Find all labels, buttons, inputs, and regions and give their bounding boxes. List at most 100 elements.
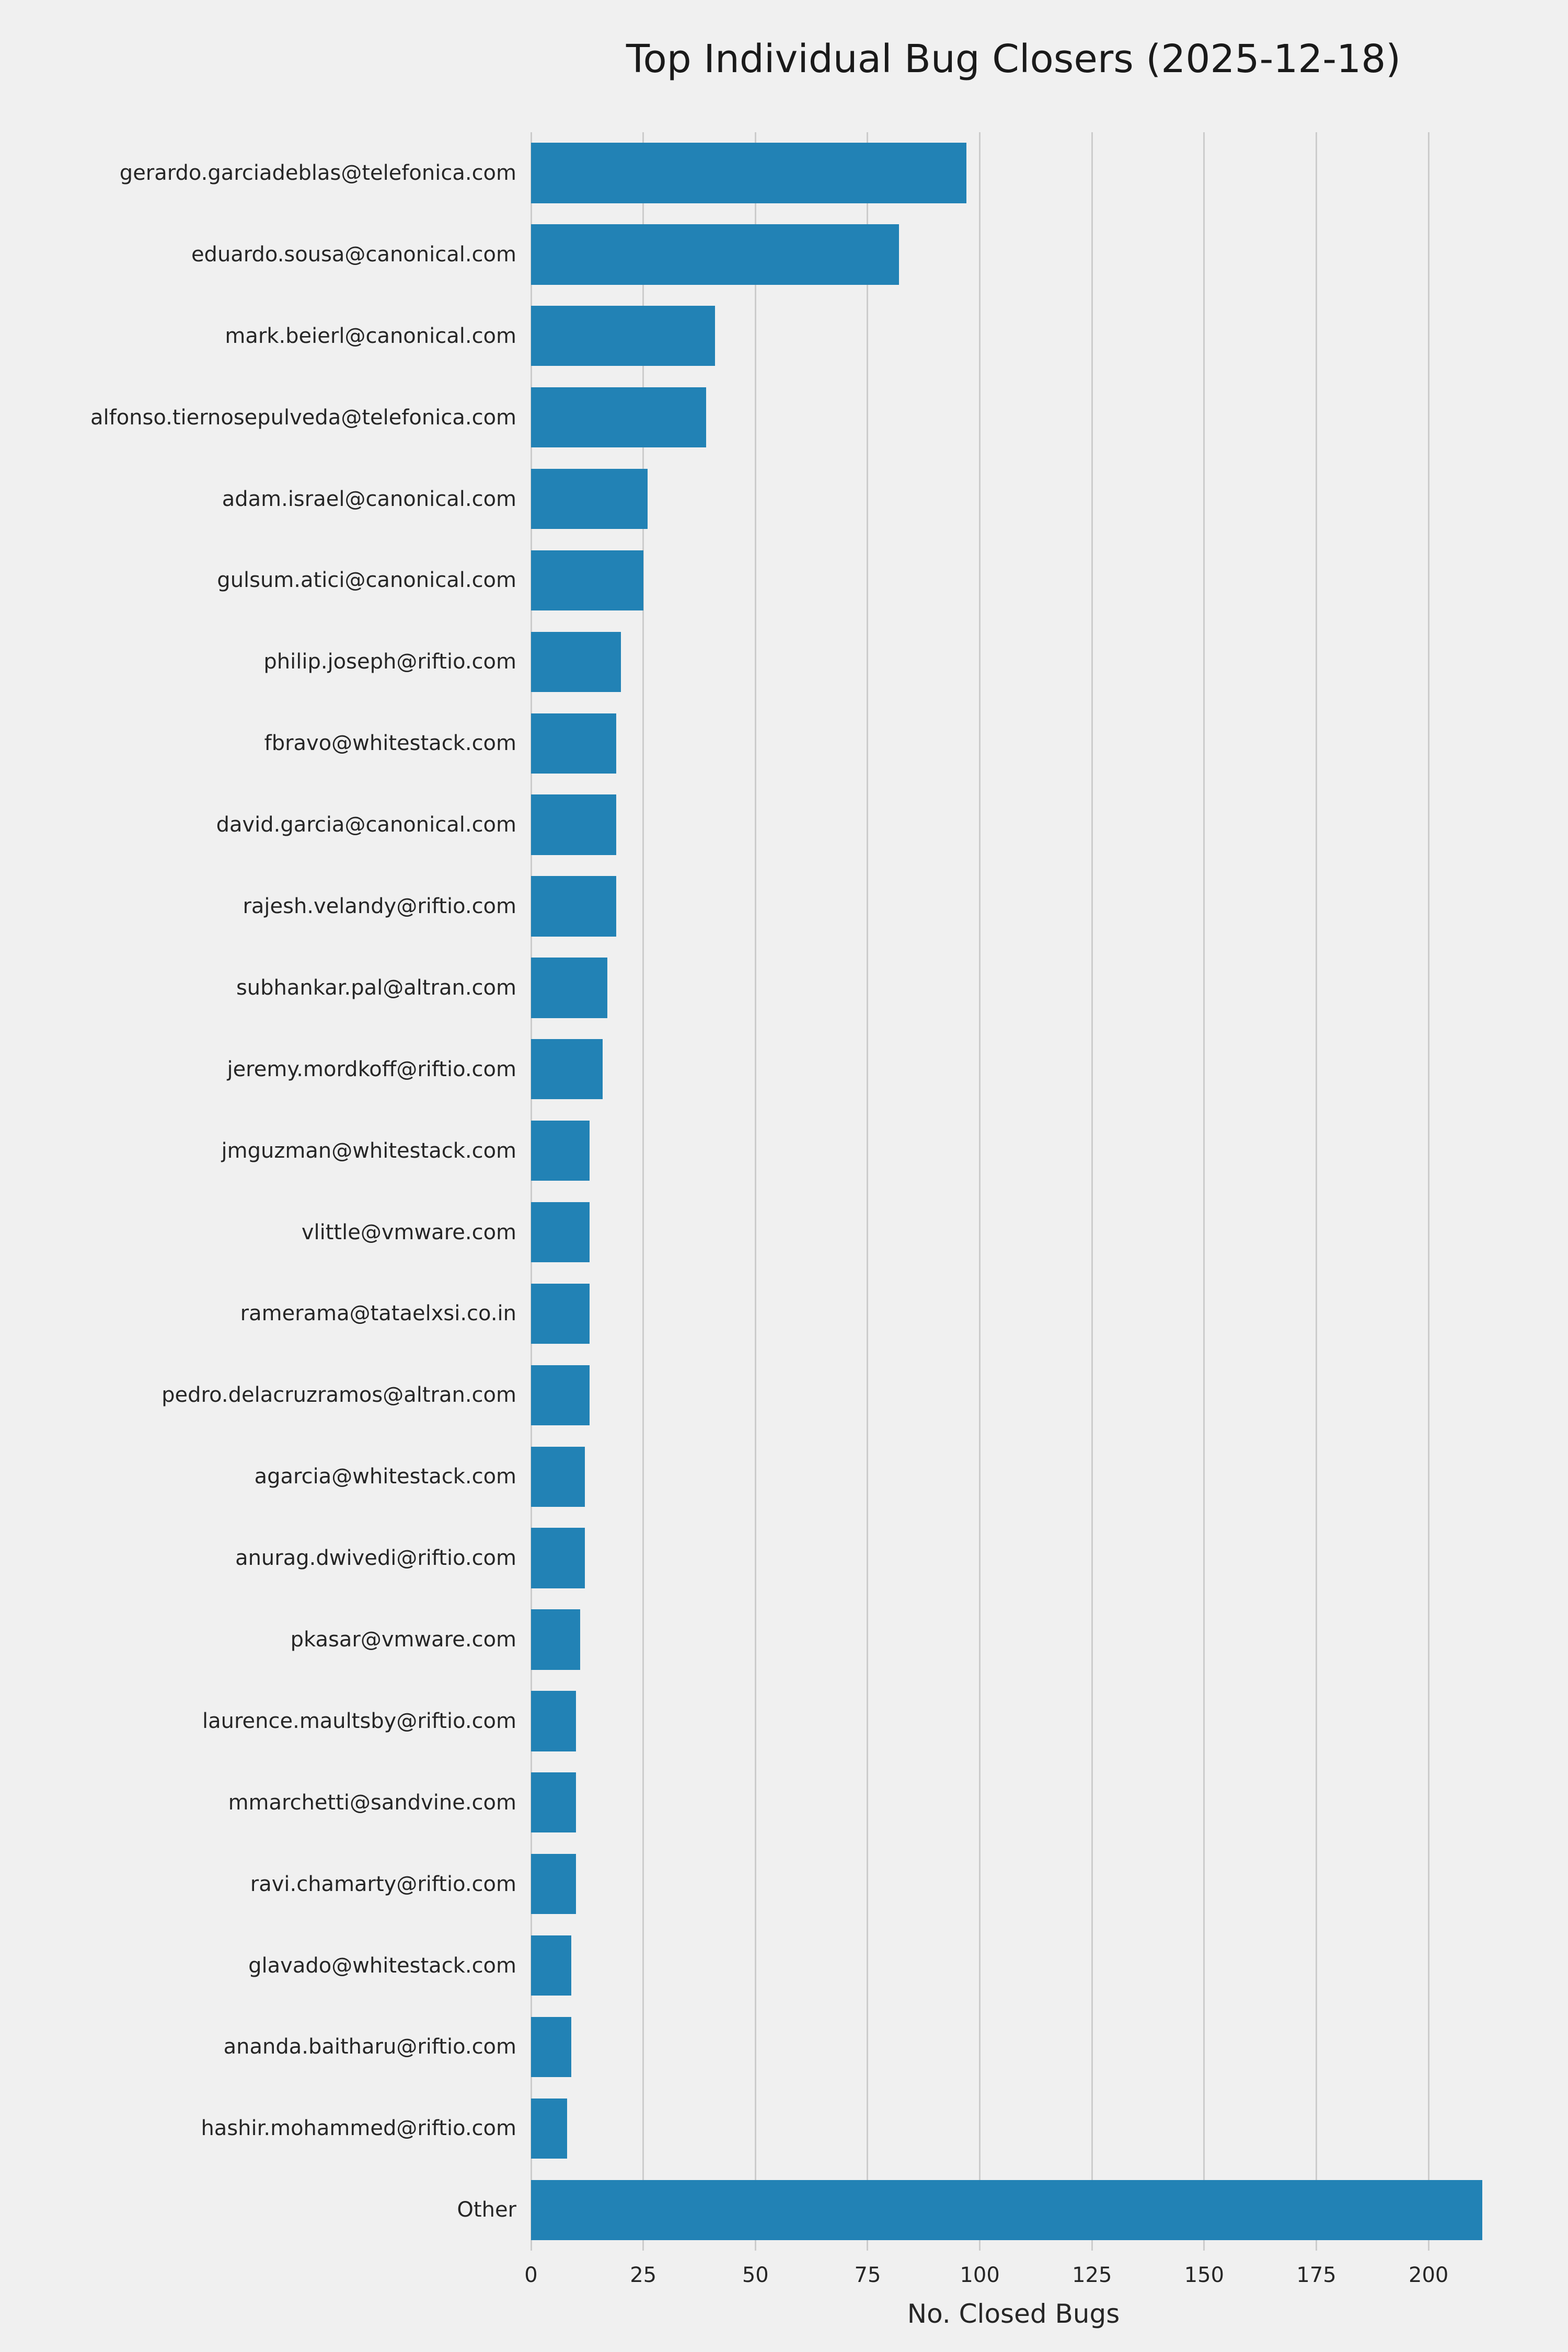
bar-row: pedro.delacruzramos@altran.com xyxy=(0,1354,1496,1436)
bar-label: david.garcia@canonical.com xyxy=(216,813,516,837)
x-axis-tick-label: 75 xyxy=(854,2263,881,2287)
bar-track xyxy=(531,377,1496,458)
bar-track xyxy=(531,295,1496,377)
bar xyxy=(531,143,966,203)
bar-label: fbravo@whitestack.com xyxy=(264,731,516,756)
bar-label: jmguzman@whitestack.com xyxy=(221,1138,516,1163)
bar-row: jmguzman@whitestack.com xyxy=(0,1110,1496,1192)
bar-label: rajesh.velandy@riftio.com xyxy=(243,894,516,918)
bar-row: gulsum.atici@canonical.com xyxy=(0,539,1496,621)
bar-label: anurag.dwivedi@riftio.com xyxy=(235,1546,516,1571)
bar-row: adam.israel@canonical.com xyxy=(0,458,1496,540)
x-axis-tick-label: 25 xyxy=(630,2263,657,2287)
bar-row: ananda.baitharu@riftio.com xyxy=(0,2006,1496,2088)
bar-track xyxy=(531,1680,1496,1762)
bar-label: alfonso.tiernosepulveda@telefonica.com xyxy=(90,405,516,430)
bar-track xyxy=(531,1029,1496,1110)
bar-row: ramerama@tataelxsi.co.in xyxy=(0,1273,1496,1354)
bar-row: rajesh.velandy@riftio.com xyxy=(0,866,1496,947)
bar-track xyxy=(531,866,1496,947)
bar-label: adam.israel@canonical.com xyxy=(222,487,516,511)
bar-track xyxy=(531,702,1496,784)
bar-row: pkasar@vmware.com xyxy=(0,1599,1496,1680)
bar-row: mark.beierl@canonical.com xyxy=(0,295,1496,377)
bar-rows: gerardo.garciadeblas@telefonica.com eduar… xyxy=(0,132,1496,2251)
bar-row: mmarchetti@sandvine.com xyxy=(0,1762,1496,1843)
x-axis-tick-label: 125 xyxy=(1072,2263,1112,2287)
bar-track xyxy=(531,2169,1496,2251)
bar-track xyxy=(531,784,1496,866)
gridline xyxy=(979,132,981,2251)
bar-label: ravi.chamarty@riftio.com xyxy=(250,1872,516,1896)
bar-track xyxy=(531,1599,1496,1680)
bar-track xyxy=(531,947,1496,1029)
bar-label: vlittle@vmware.com xyxy=(301,1220,516,1244)
chart-title: Top Individual Bug Closers (2025-12-18) xyxy=(626,37,1401,82)
bar xyxy=(531,713,617,774)
bar-track xyxy=(531,132,1496,214)
bar-label: laurence.maultsby@riftio.com xyxy=(202,1709,516,1733)
bar xyxy=(531,1039,603,1100)
gridline xyxy=(530,132,532,2251)
bar xyxy=(531,1283,590,1344)
bar xyxy=(531,468,648,529)
bar-row: subhankar.pal@altran.com xyxy=(0,947,1496,1029)
bar xyxy=(531,876,617,937)
bar-label: pkasar@vmware.com xyxy=(290,1627,516,1652)
bar-row: agarcia@whitestack.com xyxy=(0,1436,1496,1517)
plot-area xyxy=(530,132,1496,2251)
bar xyxy=(531,224,900,285)
x-axis-tick-label: 175 xyxy=(1296,2263,1336,2287)
bar-row: Other xyxy=(0,2169,1496,2251)
gridline xyxy=(754,132,756,2251)
bar-row: vlittle@vmware.com xyxy=(0,1192,1496,1273)
bar-track xyxy=(531,1436,1496,1517)
bar xyxy=(531,1609,581,1670)
x-axis-tick-label: 100 xyxy=(960,2263,1000,2287)
x-axis-tick-label: 150 xyxy=(1184,2263,1225,2287)
bar-track xyxy=(531,458,1496,540)
bar xyxy=(531,387,706,448)
bar-label: glavado@whitestack.com xyxy=(248,1953,516,1978)
bar-label: philip.joseph@riftio.com xyxy=(263,650,516,674)
bar-row: gerardo.garciadeblas@telefonica.com xyxy=(0,132,1496,214)
bar xyxy=(531,1691,576,1751)
bar-label: hashir.mohammed@riftio.com xyxy=(201,2116,516,2141)
bar-label: Other xyxy=(457,2198,516,2222)
bar xyxy=(531,2180,1483,2240)
bar-row: ravi.chamarty@riftio.com xyxy=(0,1843,1496,1925)
bar xyxy=(531,1853,576,1915)
gridline xyxy=(1203,132,1205,2251)
bar-row: jeremy.mordkoff@riftio.com xyxy=(0,1029,1496,1110)
bar-label: gulsum.atici@canonical.com xyxy=(217,568,516,593)
bar xyxy=(531,958,607,1018)
bar-track xyxy=(531,1517,1496,1599)
bar-row: hashir.mohammed@riftio.com xyxy=(0,2088,1496,2169)
bar xyxy=(531,1528,585,1588)
bar xyxy=(531,794,617,855)
bar-label: agarcia@whitestack.com xyxy=(254,1465,516,1489)
bar xyxy=(531,1202,590,1263)
bar-track xyxy=(531,1762,1496,1843)
bar-track xyxy=(531,1925,1496,2007)
bar xyxy=(531,1365,590,1425)
bar xyxy=(531,550,643,611)
gridline xyxy=(1316,132,1318,2251)
x-axis: 0 25 50 75 100 125 150 175 200 xyxy=(524,2263,1496,2295)
bar-row: philip.joseph@riftio.com xyxy=(0,621,1496,702)
bar xyxy=(531,1120,590,1181)
bar-track xyxy=(531,1110,1496,1192)
gridline xyxy=(1091,132,1093,2251)
bar-label: pedro.delacruzramos@altran.com xyxy=(162,1383,516,1408)
bar-track xyxy=(531,2088,1496,2169)
bar-label: mark.beierl@canonical.com xyxy=(225,324,516,348)
bar-track xyxy=(531,1843,1496,1925)
x-axis-tick-label: 0 xyxy=(524,2263,538,2287)
bar-track xyxy=(531,621,1496,702)
bar-label: ramerama@tataelxsi.co.in xyxy=(240,1301,516,1326)
bar-row: david.garcia@canonical.com xyxy=(0,784,1496,866)
bar-row: eduardo.sousa@canonical.com xyxy=(0,214,1496,295)
bar-label: mmarchetti@sandvine.com xyxy=(228,1790,516,1815)
bar-row: anurag.dwivedi@riftio.com xyxy=(0,1517,1496,1599)
